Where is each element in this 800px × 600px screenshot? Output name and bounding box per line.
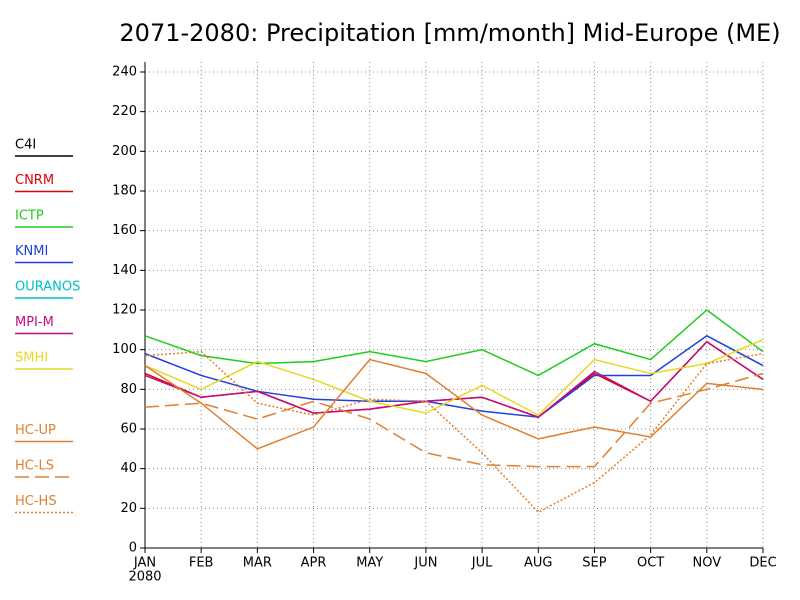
legend-label: MPI-M [15, 315, 54, 330]
y-tick-label: 120 [112, 303, 137, 318]
x-tick-label: DEC [749, 556, 776, 571]
x-tick-label: MAR [243, 556, 272, 571]
x-tick-label: APR [301, 556, 327, 571]
y-tick-label: 140 [112, 263, 137, 278]
y-tick-label: 80 [120, 382, 137, 397]
x-tick-label: JUN [413, 556, 437, 571]
chart-title: 2071-2080: Precipitation [mm/month] Mid-… [119, 19, 780, 47]
y-tick-label: 240 [112, 65, 137, 80]
legend-label: HC-LS [15, 459, 54, 474]
x-sublabel: 2080 [128, 570, 161, 585]
legend-label: C4I [15, 138, 36, 153]
legend-label: HC-UP [15, 423, 56, 438]
y-tick-label: 40 [120, 461, 137, 476]
legend-label: HC-HS [15, 494, 57, 509]
y-tick-label: 100 [112, 342, 137, 357]
y-tick-label: 180 [112, 184, 137, 199]
x-tick-label: FEB [189, 556, 214, 571]
x-tick-label: OCT [637, 556, 664, 571]
x-tick-label: JUL [471, 556, 493, 571]
x-tick-label: SEP [582, 556, 606, 571]
legend-label: KNMI [15, 244, 48, 259]
series-line [144, 334, 764, 418]
y-tick-label: 0 [129, 541, 137, 556]
legend-label: ICTP [15, 209, 44, 224]
legend-label: CNRM [15, 173, 54, 188]
x-tick-label: MAY [356, 556, 383, 571]
x-tick-label: AUG [524, 556, 552, 571]
series-line [144, 339, 764, 417]
y-tick-label: 200 [112, 144, 137, 159]
series-line [144, 309, 764, 377]
legend-label: OURANOS [15, 280, 80, 295]
y-tick-label: 20 [120, 501, 137, 516]
y-tick-label: 220 [112, 104, 137, 119]
legend-label: SMHI [15, 351, 48, 366]
series-line [144, 358, 764, 450]
x-tick-label: NOV [693, 556, 722, 571]
y-tick-label: 60 [120, 422, 137, 437]
y-tick-label: 160 [112, 223, 137, 238]
x-tick-label: JAN [133, 556, 156, 571]
series-line [144, 372, 764, 468]
